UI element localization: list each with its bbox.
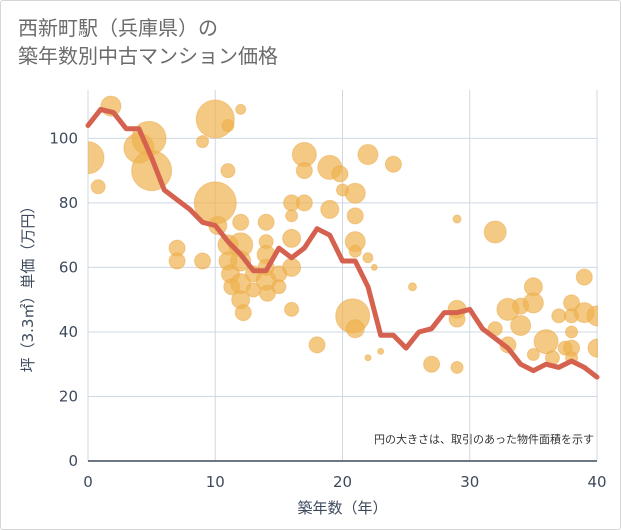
- x-tick-label: 30: [460, 473, 479, 491]
- bubble-point: [565, 325, 579, 339]
- bubble-point: [88, 141, 105, 175]
- bubble-point: [357, 144, 379, 166]
- x-axis-label: 築年数（年）: [297, 499, 387, 517]
- x-tick-label: 10: [206, 473, 225, 491]
- chart-title-line2: 築年数別中古マンション価格: [18, 44, 278, 68]
- bubble-point: [221, 118, 235, 132]
- bubble-point: [364, 354, 372, 362]
- bubble-point: [586, 305, 598, 327]
- bubble-size-note: 円の大きさは、取引のあった物件面積を示す: [374, 432, 594, 446]
- chart-title-line1: 西新町駅（兵庫県）の: [18, 16, 218, 40]
- x-tick-label: 40: [587, 473, 606, 491]
- bubble-point: [510, 315, 532, 337]
- bubble-point: [423, 355, 441, 373]
- bubble-point: [282, 228, 302, 248]
- bubble-point: [285, 209, 299, 223]
- bubble-point: [370, 263, 378, 271]
- y-tick-label: 20: [59, 387, 78, 405]
- y-axis-label: 坪（3.3㎡）単価（万円）: [19, 199, 37, 373]
- bubble-point: [522, 292, 544, 314]
- bubble-point: [295, 194, 313, 212]
- bubble-point: [346, 207, 364, 225]
- bubble-point: [257, 213, 275, 231]
- bubble-point: [232, 213, 250, 231]
- bubble-point: [362, 252, 374, 264]
- y-tick-label: 40: [59, 323, 78, 341]
- chart-title: 西新町駅（兵庫県）の 築年数別中古マンション価格: [18, 14, 278, 70]
- bubble-point: [407, 282, 417, 292]
- bubble-point: [90, 179, 106, 195]
- bubble-point: [168, 252, 186, 270]
- y-tick-label: 60: [59, 258, 78, 276]
- bubble-point: [587, 338, 598, 358]
- bubble-point: [331, 165, 349, 183]
- trend-line-series: [85, 106, 600, 380]
- bubble-point: [551, 308, 567, 324]
- y-tick-label: 80: [59, 194, 78, 212]
- bubble-point: [450, 360, 464, 374]
- axes: 0 10 20 30 40 0 20 40 60 80 100: [49, 129, 606, 491]
- bubble-point: [220, 163, 236, 179]
- bubble-point: [483, 220, 507, 244]
- bubble-series: [88, 95, 598, 374]
- bubble-point: [196, 135, 210, 149]
- bubble-point: [320, 199, 340, 219]
- bubble-point: [526, 348, 540, 362]
- bubble-point: [308, 336, 326, 354]
- bubble-point: [377, 347, 385, 355]
- bubble-point: [194, 252, 212, 270]
- bubble-point: [234, 304, 252, 322]
- bubble-point: [271, 279, 287, 295]
- bubble-point: [348, 244, 362, 258]
- y-tick-label: 0: [68, 452, 78, 470]
- x-tick-label: 20: [333, 473, 352, 491]
- bubble-point: [284, 301, 300, 317]
- x-tick-label: 0: [83, 473, 93, 491]
- trend-line: [85, 106, 600, 380]
- bubble-point: [533, 329, 559, 355]
- bubble-point: [452, 214, 462, 224]
- bubble-point: [282, 257, 302, 277]
- bubble-point: [384, 155, 402, 173]
- bubble-point: [235, 103, 247, 115]
- bubble-point: [345, 319, 365, 339]
- grid-lines: [87, 90, 598, 462]
- bubble-point: [295, 162, 313, 180]
- y-tick-label: 100: [49, 129, 78, 147]
- bubble-point: [575, 268, 593, 286]
- bubble-point: [344, 182, 366, 204]
